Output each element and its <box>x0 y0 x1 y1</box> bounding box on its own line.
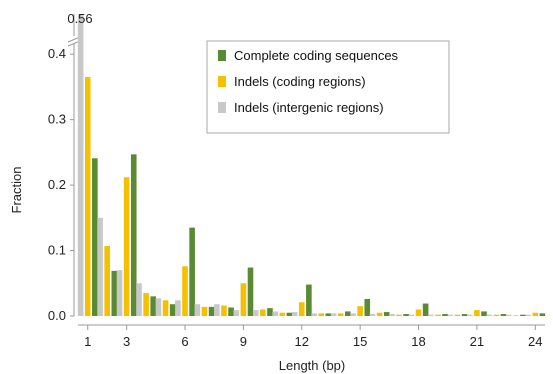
legend-swatch <box>218 76 226 87</box>
bar <box>330 313 337 316</box>
x-tick-label: 9 <box>240 334 247 349</box>
legend-box <box>206 40 450 134</box>
bar <box>396 314 402 316</box>
bar <box>505 314 512 316</box>
bar <box>383 312 390 316</box>
bar <box>442 314 448 316</box>
bar <box>422 303 429 316</box>
bar <box>337 313 344 316</box>
legend-label: Indels (intergenic regions) <box>234 100 384 115</box>
bar <box>447 314 454 316</box>
bar <box>123 177 130 316</box>
bar <box>130 154 137 316</box>
bar <box>357 306 363 316</box>
bar <box>389 314 395 316</box>
legend-swatch <box>218 50 226 61</box>
bar <box>500 314 507 316</box>
y-tick-label: 0.1 <box>48 243 66 258</box>
bar <box>228 307 234 316</box>
bar <box>408 314 415 316</box>
bar <box>415 309 422 316</box>
x-tick-label: 1 <box>84 334 91 349</box>
x-tick-label: 18 <box>411 334 425 349</box>
bar <box>116 270 123 316</box>
bar <box>486 314 493 316</box>
bar <box>97 217 103 316</box>
bar <box>474 310 480 316</box>
bar <box>298 302 305 316</box>
bar <box>136 283 142 316</box>
y-tick-label: 0.0 <box>48 308 66 323</box>
bar <box>311 313 317 316</box>
bar <box>344 311 351 316</box>
bar <box>539 313 546 316</box>
bar <box>532 312 539 316</box>
bar <box>481 311 487 316</box>
y-tick-label: 0.3 <box>48 112 66 127</box>
x-tick-label: 12 <box>295 334 309 349</box>
bar <box>150 296 156 316</box>
bar <box>493 314 500 316</box>
bar <box>247 267 254 316</box>
bar <box>369 314 376 316</box>
bar <box>428 314 434 316</box>
bar <box>143 293 149 316</box>
y-axis-label: Fraction <box>9 167 24 214</box>
bar <box>260 309 266 316</box>
x-tick-label: 3 <box>123 334 130 349</box>
bar <box>279 312 286 316</box>
bar <box>175 300 181 316</box>
bar <box>214 304 220 316</box>
y-tick-label: 0.4 <box>48 46 66 61</box>
x-tick-label: 15 <box>353 334 367 349</box>
bar <box>467 314 473 316</box>
bar <box>240 283 247 316</box>
bar <box>111 270 118 316</box>
x-tick-label: 24 <box>528 334 542 349</box>
bar <box>520 314 526 316</box>
bar <box>194 304 201 316</box>
legend-label: Complete coding sequences <box>234 48 399 63</box>
bar <box>267 308 273 316</box>
x-tick-label: 21 <box>470 334 484 349</box>
bar <box>306 284 312 316</box>
bar <box>252 310 259 316</box>
bar <box>221 305 227 316</box>
bar <box>513 315 519 316</box>
bar <box>286 312 293 316</box>
bar <box>169 304 176 316</box>
bar <box>92 158 98 316</box>
bar <box>272 311 279 316</box>
bar <box>403 314 409 316</box>
x-tick-label: 6 <box>181 334 188 349</box>
bar <box>208 306 215 316</box>
bar <box>189 227 195 316</box>
bar <box>182 266 188 316</box>
bar <box>162 300 169 316</box>
bar <box>350 313 356 316</box>
bar <box>454 314 461 316</box>
axis-break-label: 0.56 <box>67 11 92 26</box>
bar <box>233 310 240 316</box>
legend-label: Indels (coding regions) <box>234 74 366 89</box>
bar <box>435 314 441 316</box>
plot-area: 0.0 0.1 0.2 0.3 0.4 0.56 1 3 6 9 12 15 18 21 24 <box>48 11 546 349</box>
legend-swatch <box>218 102 226 113</box>
bar <box>525 314 531 316</box>
bar <box>461 314 468 316</box>
bar <box>84 77 91 316</box>
bar <box>376 312 383 316</box>
y-tick-label: 0.2 <box>48 177 66 192</box>
bar <box>364 298 371 316</box>
bar <box>77 14 84 316</box>
bar <box>291 312 298 316</box>
bar <box>325 313 332 316</box>
bar <box>155 298 162 316</box>
bar <box>318 313 325 316</box>
legend: Complete coding sequences Indels (coding … <box>206 40 450 134</box>
x-axis-label: Length (bp) <box>279 358 346 373</box>
bar <box>104 245 110 316</box>
bar <box>201 306 208 316</box>
